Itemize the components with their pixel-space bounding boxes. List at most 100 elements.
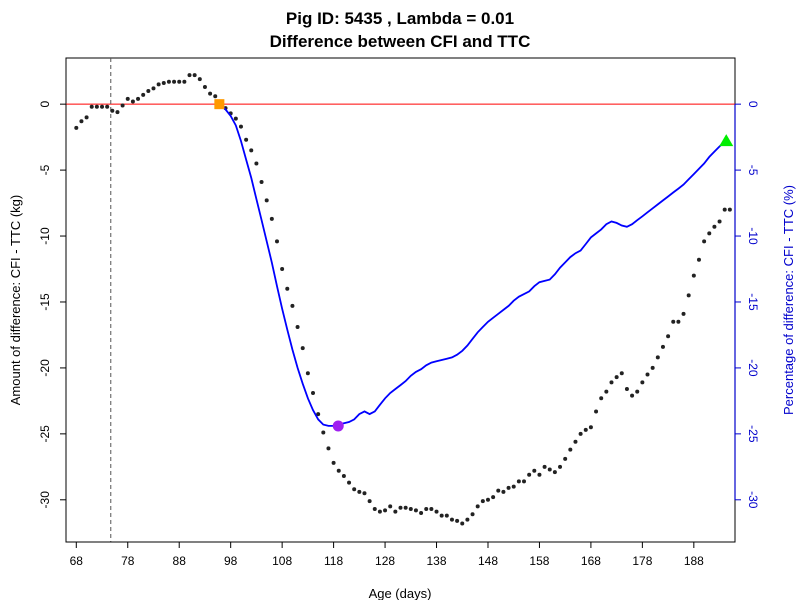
data-point: [573, 439, 578, 444]
x-tick-label: 148: [478, 554, 498, 568]
data-point: [650, 365, 655, 370]
data-point: [259, 179, 264, 184]
data-point: [244, 137, 249, 142]
data-point: [357, 489, 362, 494]
chart-subtitle: Difference between CFI and TTC: [270, 32, 531, 51]
data-point: [213, 94, 218, 99]
data-point: [187, 73, 192, 78]
data-point: [105, 104, 110, 109]
data-point: [110, 108, 115, 113]
plot-frame: [65, 57, 736, 543]
data-point: [712, 224, 717, 229]
data-point: [660, 344, 665, 349]
data-point: [367, 499, 372, 504]
data-point: [249, 148, 254, 153]
data-point: [465, 517, 470, 522]
data-point: [233, 116, 238, 121]
x-tick-label: 138: [427, 554, 447, 568]
x-tick-label: 98: [224, 554, 238, 568]
x-tick-label: 78: [121, 554, 135, 568]
data-point: [491, 495, 496, 500]
x-tick-label: 168: [581, 554, 601, 568]
data-point: [691, 273, 696, 278]
data-point: [578, 431, 583, 436]
data-point: [640, 380, 645, 385]
data-point: [599, 396, 604, 401]
chart-title: Pig ID: 5435 , Lambda = 0.01: [286, 9, 514, 28]
data-point: [527, 472, 532, 477]
data-point: [151, 86, 156, 91]
x-tick-label: 128: [375, 554, 395, 568]
data-point: [238, 124, 243, 129]
data-point: [506, 485, 511, 490]
data-point: [614, 375, 619, 380]
data-point: [542, 464, 547, 469]
data-point: [609, 380, 614, 385]
data-point: [671, 319, 676, 324]
data-point: [686, 293, 691, 298]
data-point: [398, 505, 403, 510]
data-point: [172, 79, 177, 84]
data-point: [321, 430, 326, 435]
y-left-tick-label: -5: [38, 164, 52, 175]
data-point: [341, 474, 346, 479]
data-point: [727, 207, 732, 212]
data-point: [311, 390, 316, 395]
y-right-tick-label: -30: [746, 491, 760, 509]
data-point: [352, 487, 357, 492]
data-point: [393, 509, 398, 514]
data-point: [202, 85, 207, 90]
data-point: [156, 82, 161, 87]
y-axis-left-label: Amount of difference: CFI - TTC (kg): [8, 195, 23, 405]
data-point: [532, 468, 537, 473]
data-point: [347, 480, 352, 485]
data-point: [516, 479, 521, 484]
data-point: [295, 325, 300, 330]
data-point: [254, 161, 259, 166]
data-point: [100, 104, 105, 109]
data-point: [331, 460, 336, 465]
data-point: [115, 110, 120, 115]
data-point: [485, 497, 490, 502]
data-point: [208, 91, 213, 96]
data-point: [444, 513, 449, 518]
data-point: [141, 92, 146, 97]
y-left-tick-label: -15: [38, 293, 52, 311]
marker-group: [214, 99, 734, 432]
amount-points: [74, 73, 732, 526]
data-point: [388, 504, 393, 509]
data-point: [290, 303, 295, 308]
data-point: [197, 77, 202, 82]
y-right-tick-label: 0: [746, 101, 760, 108]
data-point: [280, 267, 285, 272]
data-point: [274, 239, 279, 244]
data-point: [594, 409, 599, 414]
y-left-tick-label: -25: [38, 425, 52, 443]
data-point: [439, 513, 444, 518]
data-point: [696, 257, 701, 262]
y-right-tick-label: -15: [746, 293, 760, 311]
data-point: [79, 119, 84, 124]
x-tick-label: 158: [529, 554, 549, 568]
data-point: [300, 346, 305, 351]
x-axis: 68 78 88 98 108 118 128 138 148 158 168 178 188: [70, 541, 704, 568]
data-point: [362, 491, 367, 496]
data-point: [336, 468, 341, 473]
y-axis-right-label: Percentage of difference: CFI - TTC (%): [781, 185, 796, 415]
data-point: [316, 412, 321, 417]
y-left-tick-label: -20: [38, 359, 52, 377]
data-point: [449, 517, 454, 522]
y-right-tick-label: -20: [746, 359, 760, 377]
data-point: [192, 73, 197, 78]
reference-lines: [66, 58, 735, 542]
data-point: [94, 104, 99, 109]
x-tick-label: 118: [324, 554, 343, 568]
square-marker: [214, 99, 225, 110]
x-tick-label: 68: [70, 554, 84, 568]
data-point: [496, 488, 501, 493]
data-point: [182, 79, 187, 84]
data-point: [326, 446, 331, 451]
y-right-tick-label: -10: [746, 227, 760, 245]
data-point: [429, 507, 434, 512]
data-point: [413, 508, 418, 513]
